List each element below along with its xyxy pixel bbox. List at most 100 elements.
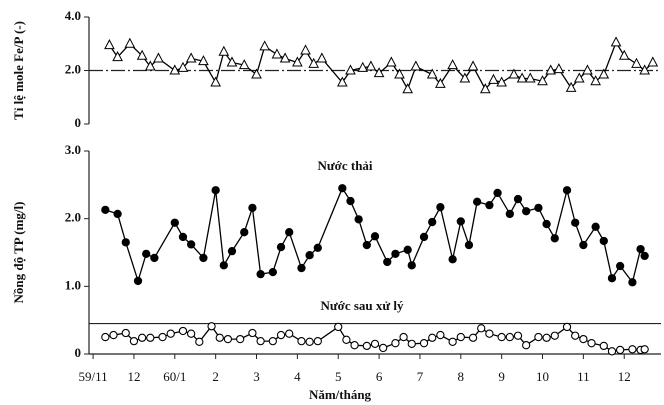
marker — [365, 60, 377, 71]
marker — [248, 328, 257, 338]
marker — [550, 234, 559, 243]
marker — [276, 242, 286, 252]
marker — [402, 83, 414, 94]
y-tick-label: 0 — [75, 345, 82, 360]
x-tick-label: 7 — [417, 369, 424, 384]
marker — [170, 218, 179, 227]
x-tick-label: 60/1 — [163, 369, 186, 384]
marker — [436, 330, 445, 340]
marker — [308, 57, 320, 68]
marker — [391, 339, 400, 348]
marker — [362, 240, 371, 250]
y-tick-label: 2.0 — [65, 210, 81, 225]
marker — [537, 75, 548, 86]
marker — [166, 329, 175, 338]
marker — [153, 52, 164, 63]
marker — [256, 336, 265, 346]
marker — [158, 332, 167, 342]
marker — [338, 184, 347, 193]
marker — [178, 326, 188, 336]
marker — [636, 244, 645, 254]
marker — [550, 331, 559, 340]
marker — [448, 337, 457, 346]
marker — [285, 228, 294, 237]
marker — [631, 57, 642, 68]
marker — [362, 341, 371, 351]
marker — [426, 68, 438, 79]
marker — [598, 68, 610, 79]
marker — [573, 72, 585, 83]
marker — [485, 200, 494, 210]
marker — [313, 336, 322, 346]
marker — [505, 332, 514, 342]
marker — [639, 64, 650, 75]
marker — [240, 228, 249, 237]
marker — [383, 257, 392, 267]
y-axis-label: Nồng độ TP (mg/l) — [11, 202, 26, 304]
marker — [428, 217, 437, 227]
marker — [571, 331, 580, 340]
marker — [346, 196, 355, 206]
marker — [210, 76, 221, 87]
y-tick-label: 0 — [75, 115, 82, 130]
marker — [448, 255, 457, 264]
marker — [615, 345, 625, 355]
marker — [121, 238, 130, 247]
marker — [610, 36, 622, 47]
series-label: Nước thải — [317, 158, 372, 173]
marker — [579, 240, 588, 250]
marker — [336, 76, 348, 87]
marker — [285, 329, 294, 338]
marker — [513, 194, 523, 204]
marker — [198, 55, 209, 66]
series-label: Nước sau xử lý — [320, 298, 404, 313]
marker — [177, 61, 189, 72]
marker — [124, 37, 136, 48]
marker — [112, 51, 123, 62]
marker — [419, 339, 429, 348]
marker — [479, 83, 491, 94]
marker — [226, 56, 238, 67]
marker — [640, 251, 649, 261]
marker — [279, 52, 291, 63]
y-axis-label: Tỉ lệ mole Fe/P (-) — [11, 21, 26, 120]
marker — [259, 40, 271, 51]
marker — [607, 274, 617, 283]
marker — [582, 64, 593, 75]
marker — [456, 332, 465, 342]
series-line — [108, 40, 654, 91]
marker — [129, 336, 139, 346]
x-tick-label: 8 — [458, 369, 465, 384]
series-line — [105, 186, 646, 284]
marker — [215, 333, 224, 342]
marker — [146, 333, 155, 342]
marker — [477, 324, 486, 333]
marker — [109, 330, 118, 340]
marker — [207, 322, 216, 331]
marker — [142, 249, 151, 259]
marker — [587, 339, 596, 348]
marker — [456, 217, 465, 226]
marker — [101, 205, 110, 215]
x-tick-label: 12 — [618, 369, 631, 384]
marker — [316, 52, 328, 63]
marker — [410, 60, 422, 71]
marker — [468, 333, 478, 342]
marker — [472, 197, 482, 206]
marker — [428, 333, 437, 342]
marker — [186, 240, 196, 249]
marker — [545, 64, 557, 75]
marker — [607, 347, 617, 356]
marker — [185, 52, 197, 63]
marker — [447, 59, 458, 70]
marker — [256, 270, 265, 279]
marker — [199, 253, 208, 263]
marker — [133, 276, 143, 286]
y-tick-label: 3.0 — [65, 142, 81, 157]
marker — [219, 261, 228, 270]
marker — [186, 329, 196, 338]
marker — [618, 49, 630, 60]
marker — [144, 60, 156, 71]
marker — [169, 64, 181, 75]
marker — [300, 44, 311, 55]
